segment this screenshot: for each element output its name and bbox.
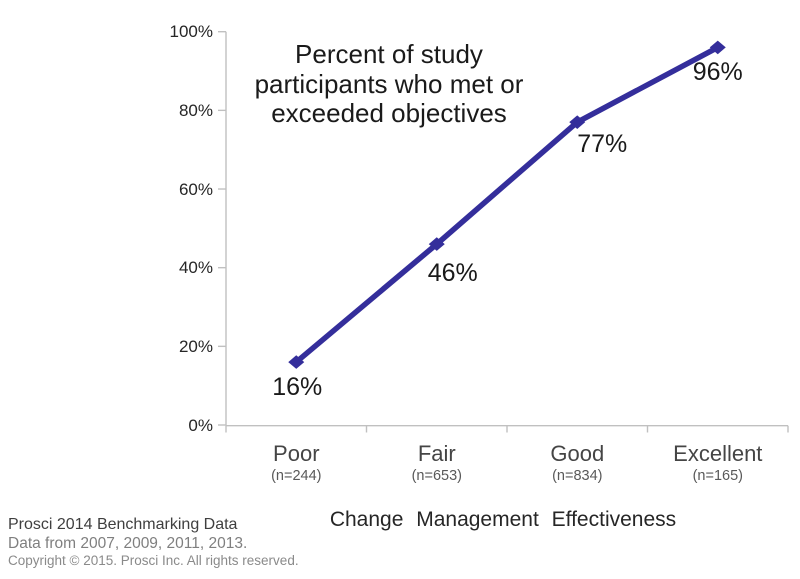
data-point-marker — [709, 40, 726, 55]
data-point-marker — [288, 355, 305, 369]
x-category-good: Good (n=834) — [507, 441, 648, 485]
data-point-value-label: 46% — [427, 259, 478, 288]
y-axis-tick-label: 0% — [188, 415, 213, 435]
data-point-value-label: 77% — [577, 130, 628, 159]
y-axis-tick-label: 60% — [178, 179, 213, 199]
chart-title-line: exceeded objectives — [271, 98, 507, 128]
data-point-marker — [428, 237, 445, 251]
y-axis-tick-label: 80% — [178, 100, 213, 120]
x-category-excellent: Excellent (n=165) — [647, 441, 788, 485]
footer-source: Prosci 2014 Benchmarking Data — [8, 516, 238, 533]
y-axis-tick-label: 20% — [178, 336, 213, 356]
x-category-label: Poor — [273, 441, 320, 466]
chart-title: Percent of study participants who met or… — [209, 39, 569, 129]
x-category-label: Good — [550, 441, 605, 466]
chart-title-line: participants who met or — [254, 68, 524, 99]
data-point-marker — [569, 115, 586, 129]
footer-data-years: Data from 2007, 2009, 2011, 2013. — [8, 535, 248, 552]
x-category-sample-size: (n=244) — [271, 468, 322, 484]
y-axis-tick-label: 40% — [178, 258, 213, 278]
x-category-fair: Fair (n=653) — [366, 441, 507, 485]
x-category-poor: Poor (n=244) — [226, 441, 367, 485]
x-category-label: Excellent — [673, 441, 763, 466]
x-category-sample-size: (n=834) — [552, 468, 603, 484]
x-category-sample-size: (n=653) — [411, 468, 462, 484]
chart-title-line: Percent of study — [295, 39, 483, 69]
footer-copyright: Copyright © 2015. Prosci Inc. All rights… — [8, 553, 299, 568]
x-category-label: Fair — [417, 441, 456, 466]
data-point-value-label: 16% — [272, 373, 323, 402]
x-category-sample-size: (n=165) — [692, 468, 743, 484]
y-axis-tick-label: 100% — [169, 22, 213, 42]
data-point-value-label: 96% — [692, 58, 743, 87]
x-axis-title: Change Management Effectiveness — [329, 508, 677, 531]
trend-line — [293, 44, 721, 365]
